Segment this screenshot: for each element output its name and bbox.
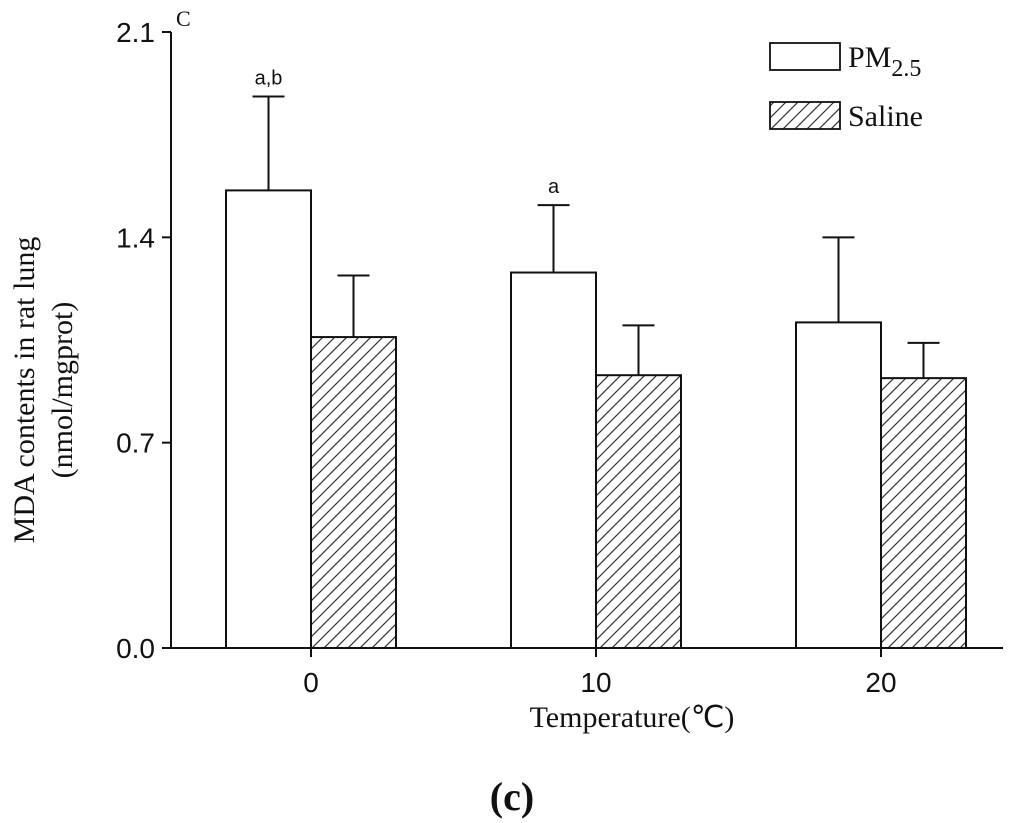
legend-swatch-saline: [769, 101, 841, 130]
legend-pm-text: PM: [848, 41, 891, 74]
y-tick-label: 0.0: [116, 633, 155, 664]
bar-saline: [595, 374, 682, 649]
x-tick-label: 0: [303, 667, 319, 698]
panel-corner-label: C: [176, 6, 191, 31]
legend-label-saline: Saline: [848, 100, 923, 133]
significance-label: a: [548, 176, 560, 198]
bar-saline: [880, 377, 967, 649]
x-tick-label: 10: [580, 667, 611, 698]
bar-pm25: [225, 189, 312, 649]
x-tick-label: 20: [865, 667, 896, 698]
legend: PM2.5 Saline: [769, 41, 923, 133]
significance-label: a,b: [255, 68, 283, 90]
bar-pm25: [510, 271, 597, 649]
y-tick-label: 2.1: [116, 17, 155, 48]
y-axis-label-line2: (nmol/mgprot): [46, 302, 79, 479]
panel-caption: (c): [490, 774, 534, 819]
x-ticks: 0 10 20: [303, 648, 897, 698]
y-ticks: 0.0 0.7 1.4 2.1: [116, 17, 171, 664]
legend-swatch-pm25: [769, 42, 841, 71]
bar-pm25: [795, 321, 882, 649]
legend-pm-subscript: 2.5: [891, 56, 921, 82]
bar-saline: [310, 336, 397, 649]
legend-label-pm25: PM2.5: [848, 41, 921, 82]
bars: a,b a: [225, 68, 967, 649]
x-axis-label: Temperature(℃): [530, 701, 735, 734]
y-tick-label: 0.7: [116, 428, 155, 459]
y-axis-label-line1: MDA contents in rat lung: [8, 237, 41, 544]
y-tick-label: 1.4: [116, 222, 155, 253]
